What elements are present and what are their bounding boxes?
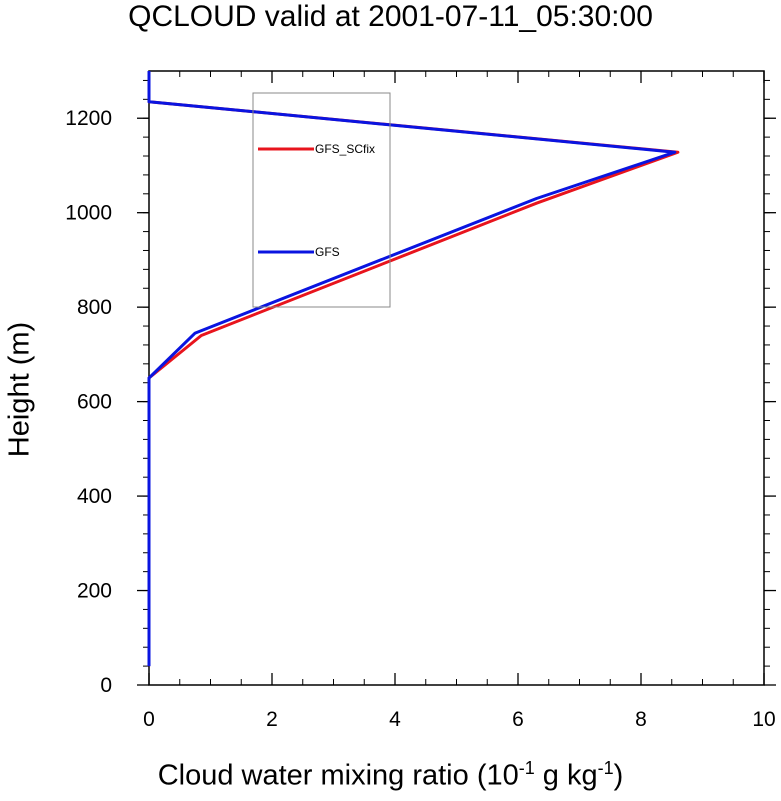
legend: GFS_SCfix GFS	[252, 92, 391, 308]
major-ticks	[137, 71, 776, 686]
series-line-gfs-scfix	[147, 71, 680, 667]
tick-labels: 0 2 4 6 8 10 0 200 400 600 800 1000 1200	[65, 107, 775, 731]
y-tick-label: 400	[77, 485, 112, 508]
y-tick-label: 600	[77, 391, 112, 414]
x-axis-label-end: )	[613, 759, 624, 792]
series-lines	[147, 71, 680, 667]
legend-label: GFS_SCfix	[315, 142, 375, 156]
y-tick-label: 800	[77, 296, 112, 319]
x-axis-label: Cloud water mixing ratio (10-1 g kg-1)	[0, 758, 781, 793]
y-tick-label: 200	[77, 580, 112, 603]
x-tick-label: 8	[635, 708, 647, 731]
series-line-gfs	[147, 71, 677, 667]
x-tick-label: 10	[752, 708, 775, 731]
x-tick-label: 2	[266, 708, 278, 731]
y-tick-label: 1200	[65, 107, 112, 130]
y-tick-label: 0	[100, 674, 112, 697]
x-axis-label-mid: g kg	[534, 759, 598, 792]
x-axis-label-exp2: -1	[597, 758, 614, 778]
x-tick-label: 6	[512, 708, 524, 731]
x-tick-label: 0	[143, 708, 155, 731]
y-tick-label: 1000	[65, 202, 112, 225]
plot-frame	[148, 70, 765, 686]
minor-ticks	[143, 71, 770, 686]
legend-label: GFS	[315, 245, 340, 259]
x-tick-label: 4	[389, 708, 401, 731]
y-axis-label: Height (m)	[3, 321, 36, 458]
legend-box	[252, 92, 391, 308]
chart-title: QCLOUD valid at 2001-07-11_05:30:00	[128, 0, 653, 33]
x-axis-label-base: Cloud water mixing ratio (10	[157, 759, 519, 792]
x-axis-label-exp1: -1	[518, 758, 535, 778]
